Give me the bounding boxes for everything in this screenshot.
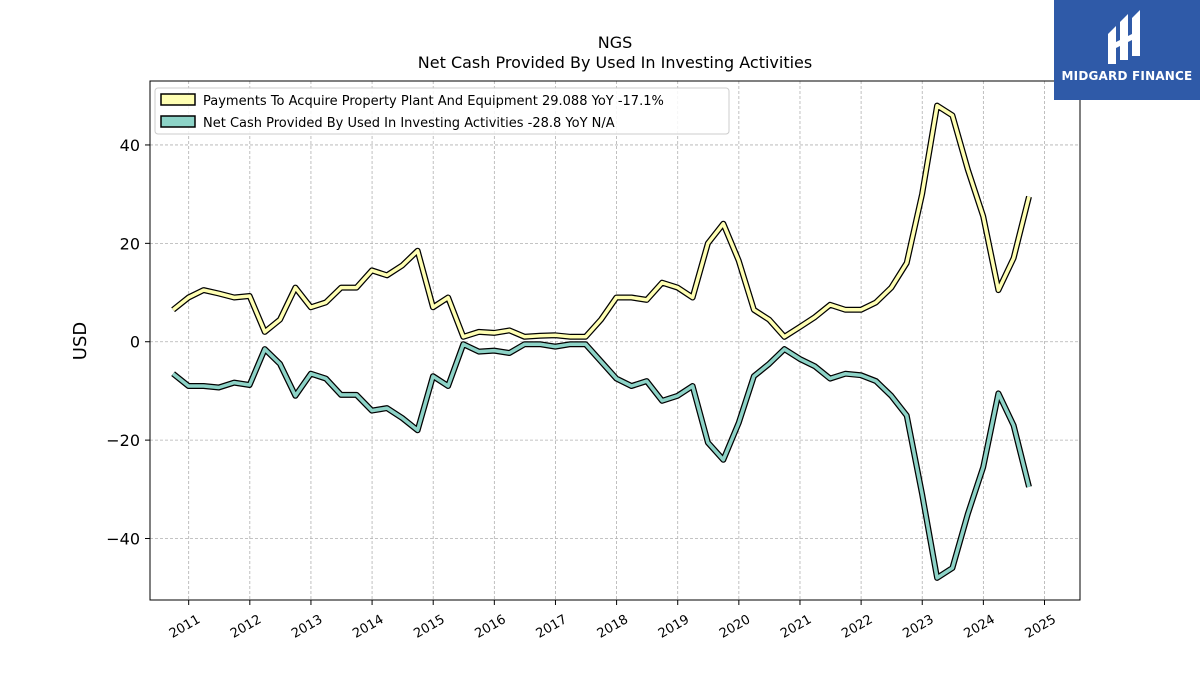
x-tick-label: 2011	[167, 612, 203, 642]
legend: Payments To Acquire Property Plant And E…	[154, 87, 730, 135]
x-tick-label: 2019	[656, 612, 692, 642]
x-tick-label: 2025	[1023, 612, 1059, 642]
x-tick-label: 2014	[350, 612, 386, 642]
legend-box	[154, 87, 730, 135]
y-axis-label: USD	[70, 322, 91, 360]
x-tick-label: 2020	[717, 612, 753, 642]
series-line-1	[172, 342, 1031, 580]
chart-title: NGS	[598, 33, 633, 52]
midgard-finance-logo: MIDGARD FINANCE	[1054, 0, 1200, 100]
x-tick-label: 2017	[534, 612, 570, 642]
plot-area	[149, 80, 1081, 601]
legend-label-investing: Net Cash Provided By Used In Investing A…	[203, 116, 615, 131]
y-tick-label: −40	[106, 530, 140, 549]
series-outline-0	[171, 102, 1032, 340]
y-tick-label: 40	[120, 136, 140, 155]
series-line-0	[172, 103, 1031, 339]
legend-swatch-investing	[160, 115, 196, 128]
y-tick-label: −20	[106, 431, 140, 450]
grid-lines	[150, 81, 1080, 600]
y-tick-label: 20	[120, 234, 140, 253]
x-tick-label: 2013	[289, 612, 325, 642]
x-tick-label: 2022	[839, 612, 875, 642]
chart-subtitle: Net Cash Provided By Used In Investing A…	[418, 53, 812, 72]
y-tick-label: 0	[130, 333, 140, 352]
legend-swatch-capex	[160, 93, 196, 106]
x-tick-label: 2012	[228, 612, 264, 642]
x-tick-label: 2023	[900, 612, 936, 642]
legend-label-capex: Payments To Acquire Property Plant And E…	[203, 94, 664, 109]
x-tick-label: 2021	[778, 612, 814, 642]
x-tick-label: 2016	[473, 612, 509, 642]
x-tick-label: 2018	[595, 612, 631, 642]
series-layer	[171, 102, 1032, 581]
logo-text: MIDGARD FINANCE	[1061, 69, 1193, 83]
x-tick-label: 2024	[962, 612, 998, 642]
midgard-logo-icon	[1108, 10, 1140, 64]
series-outline-1	[171, 341, 1032, 581]
x-tick-label: 2015	[411, 612, 447, 642]
